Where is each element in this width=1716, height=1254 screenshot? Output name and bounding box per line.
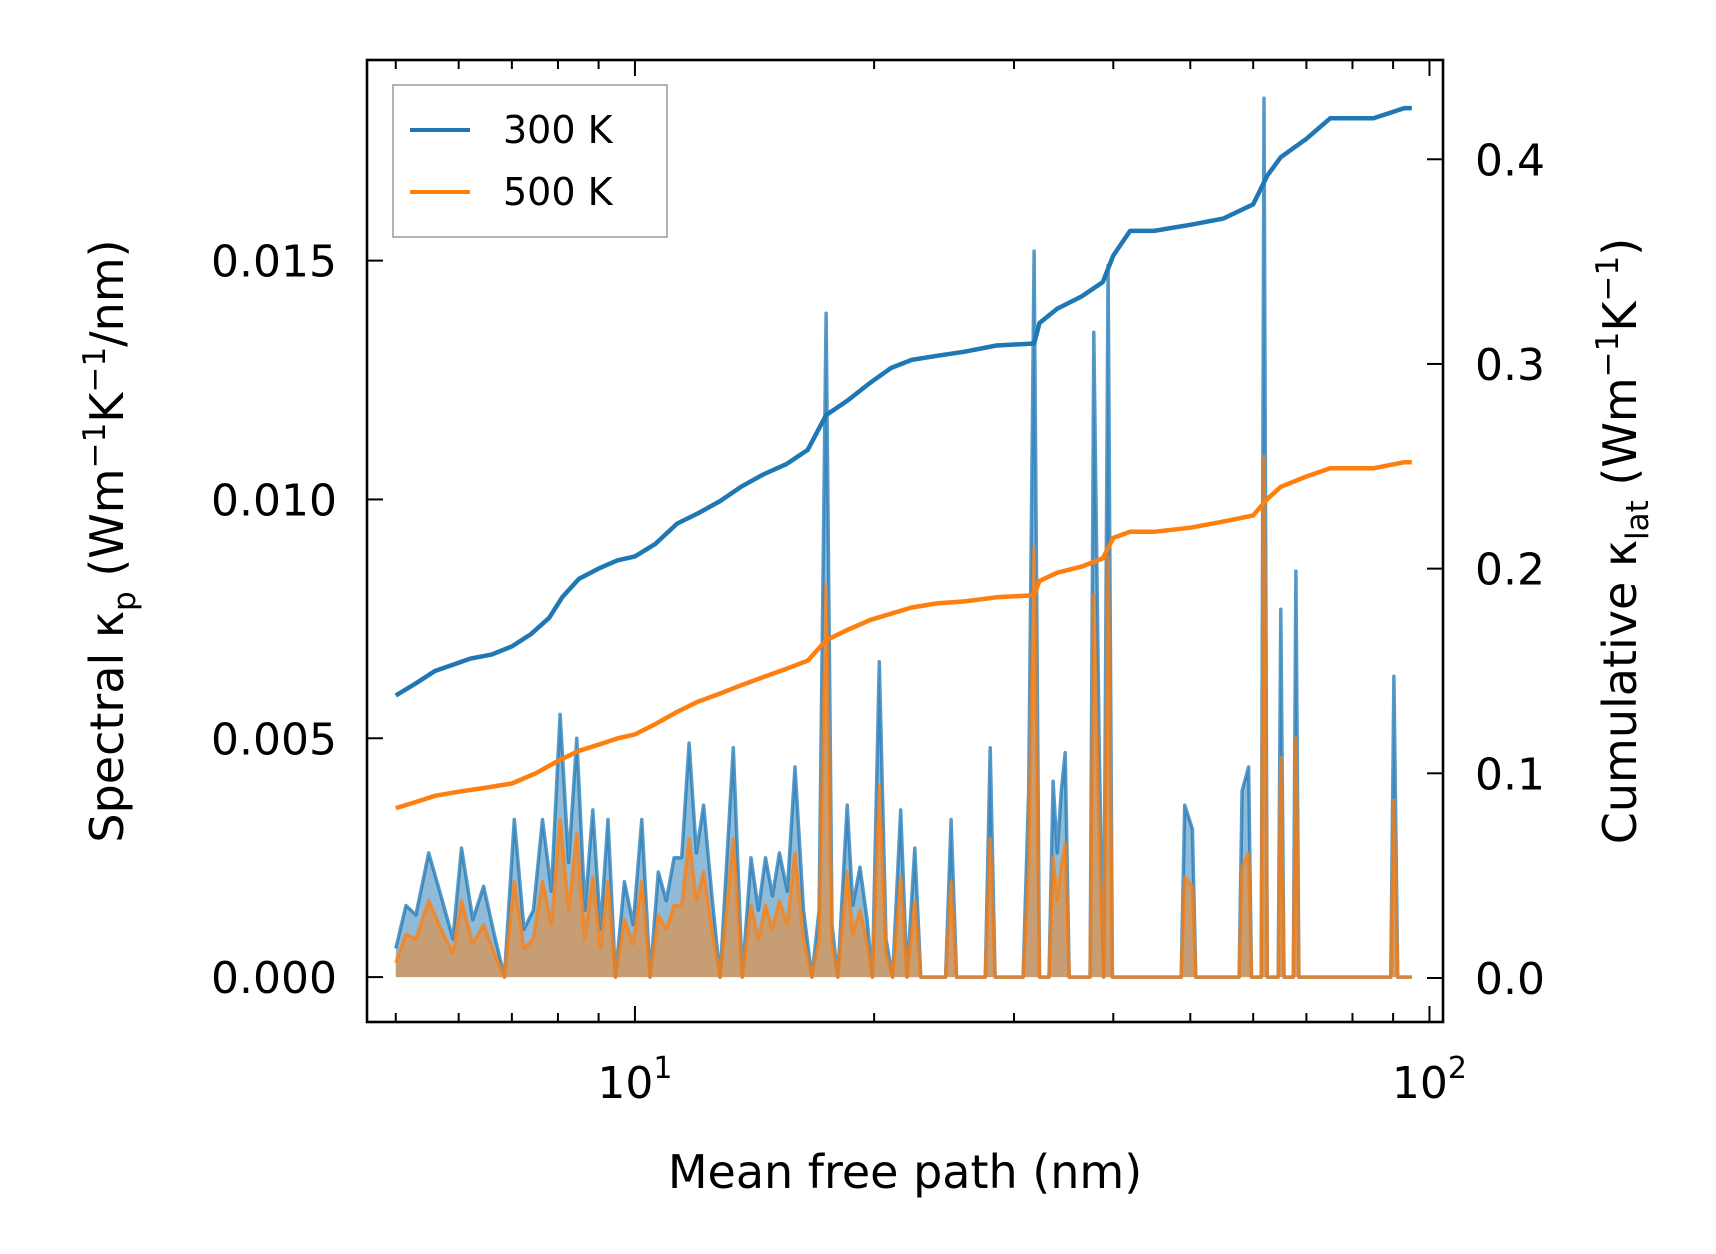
- left-y-tick-label: 0.015: [211, 237, 337, 288]
- left-y-tick-label: 0.000: [211, 953, 337, 1004]
- left-axis-ticks: [367, 259, 383, 979]
- x-tick-label: 102: [1392, 1051, 1467, 1109]
- x-axis-title: Mean free path (nm): [668, 1145, 1142, 1199]
- left-y-tick-label: 0.010: [211, 475, 337, 526]
- legend-label-300k: 300 K: [503, 108, 614, 152]
- cumulative-300-k-line: [394, 105, 1412, 698]
- cumulative-layer: [394, 105, 1412, 811]
- right-y-tick-label: 0.1: [1475, 749, 1545, 800]
- plot-frame: [365, 58, 1445, 1024]
- legend-box: [392, 84, 668, 238]
- left-y-tick-label: 0.005: [211, 714, 337, 765]
- right-y-tick-label: 0.2: [1475, 545, 1545, 596]
- x-axis-ticks: [394, 60, 1431, 1022]
- right-y-tick-label: 0.4: [1475, 135, 1545, 186]
- right-y-tick-label: 0.3: [1475, 340, 1545, 391]
- right-axis-ticks: [1427, 158, 1443, 979]
- right-y-tick-label: 0.0: [1475, 954, 1545, 1005]
- legend: 300 K 500 K: [392, 84, 668, 238]
- x-tick-label: 101: [597, 1051, 672, 1109]
- spectral-layer: [394, 96, 1412, 979]
- 300-k-spectral-line: [394, 96, 1412, 979]
- legend-label-500k: 500 K: [503, 170, 614, 214]
- right-axis-title: Cumulative κlat (Wm−1K−1): [1590, 238, 1656, 844]
- cumulative-500-k-line: [395, 459, 1412, 811]
- left-axis-title: Spectral κp (Wm−1K−1/nm): [77, 239, 143, 842]
- 500-k-spectral-line: [394, 454, 1412, 979]
